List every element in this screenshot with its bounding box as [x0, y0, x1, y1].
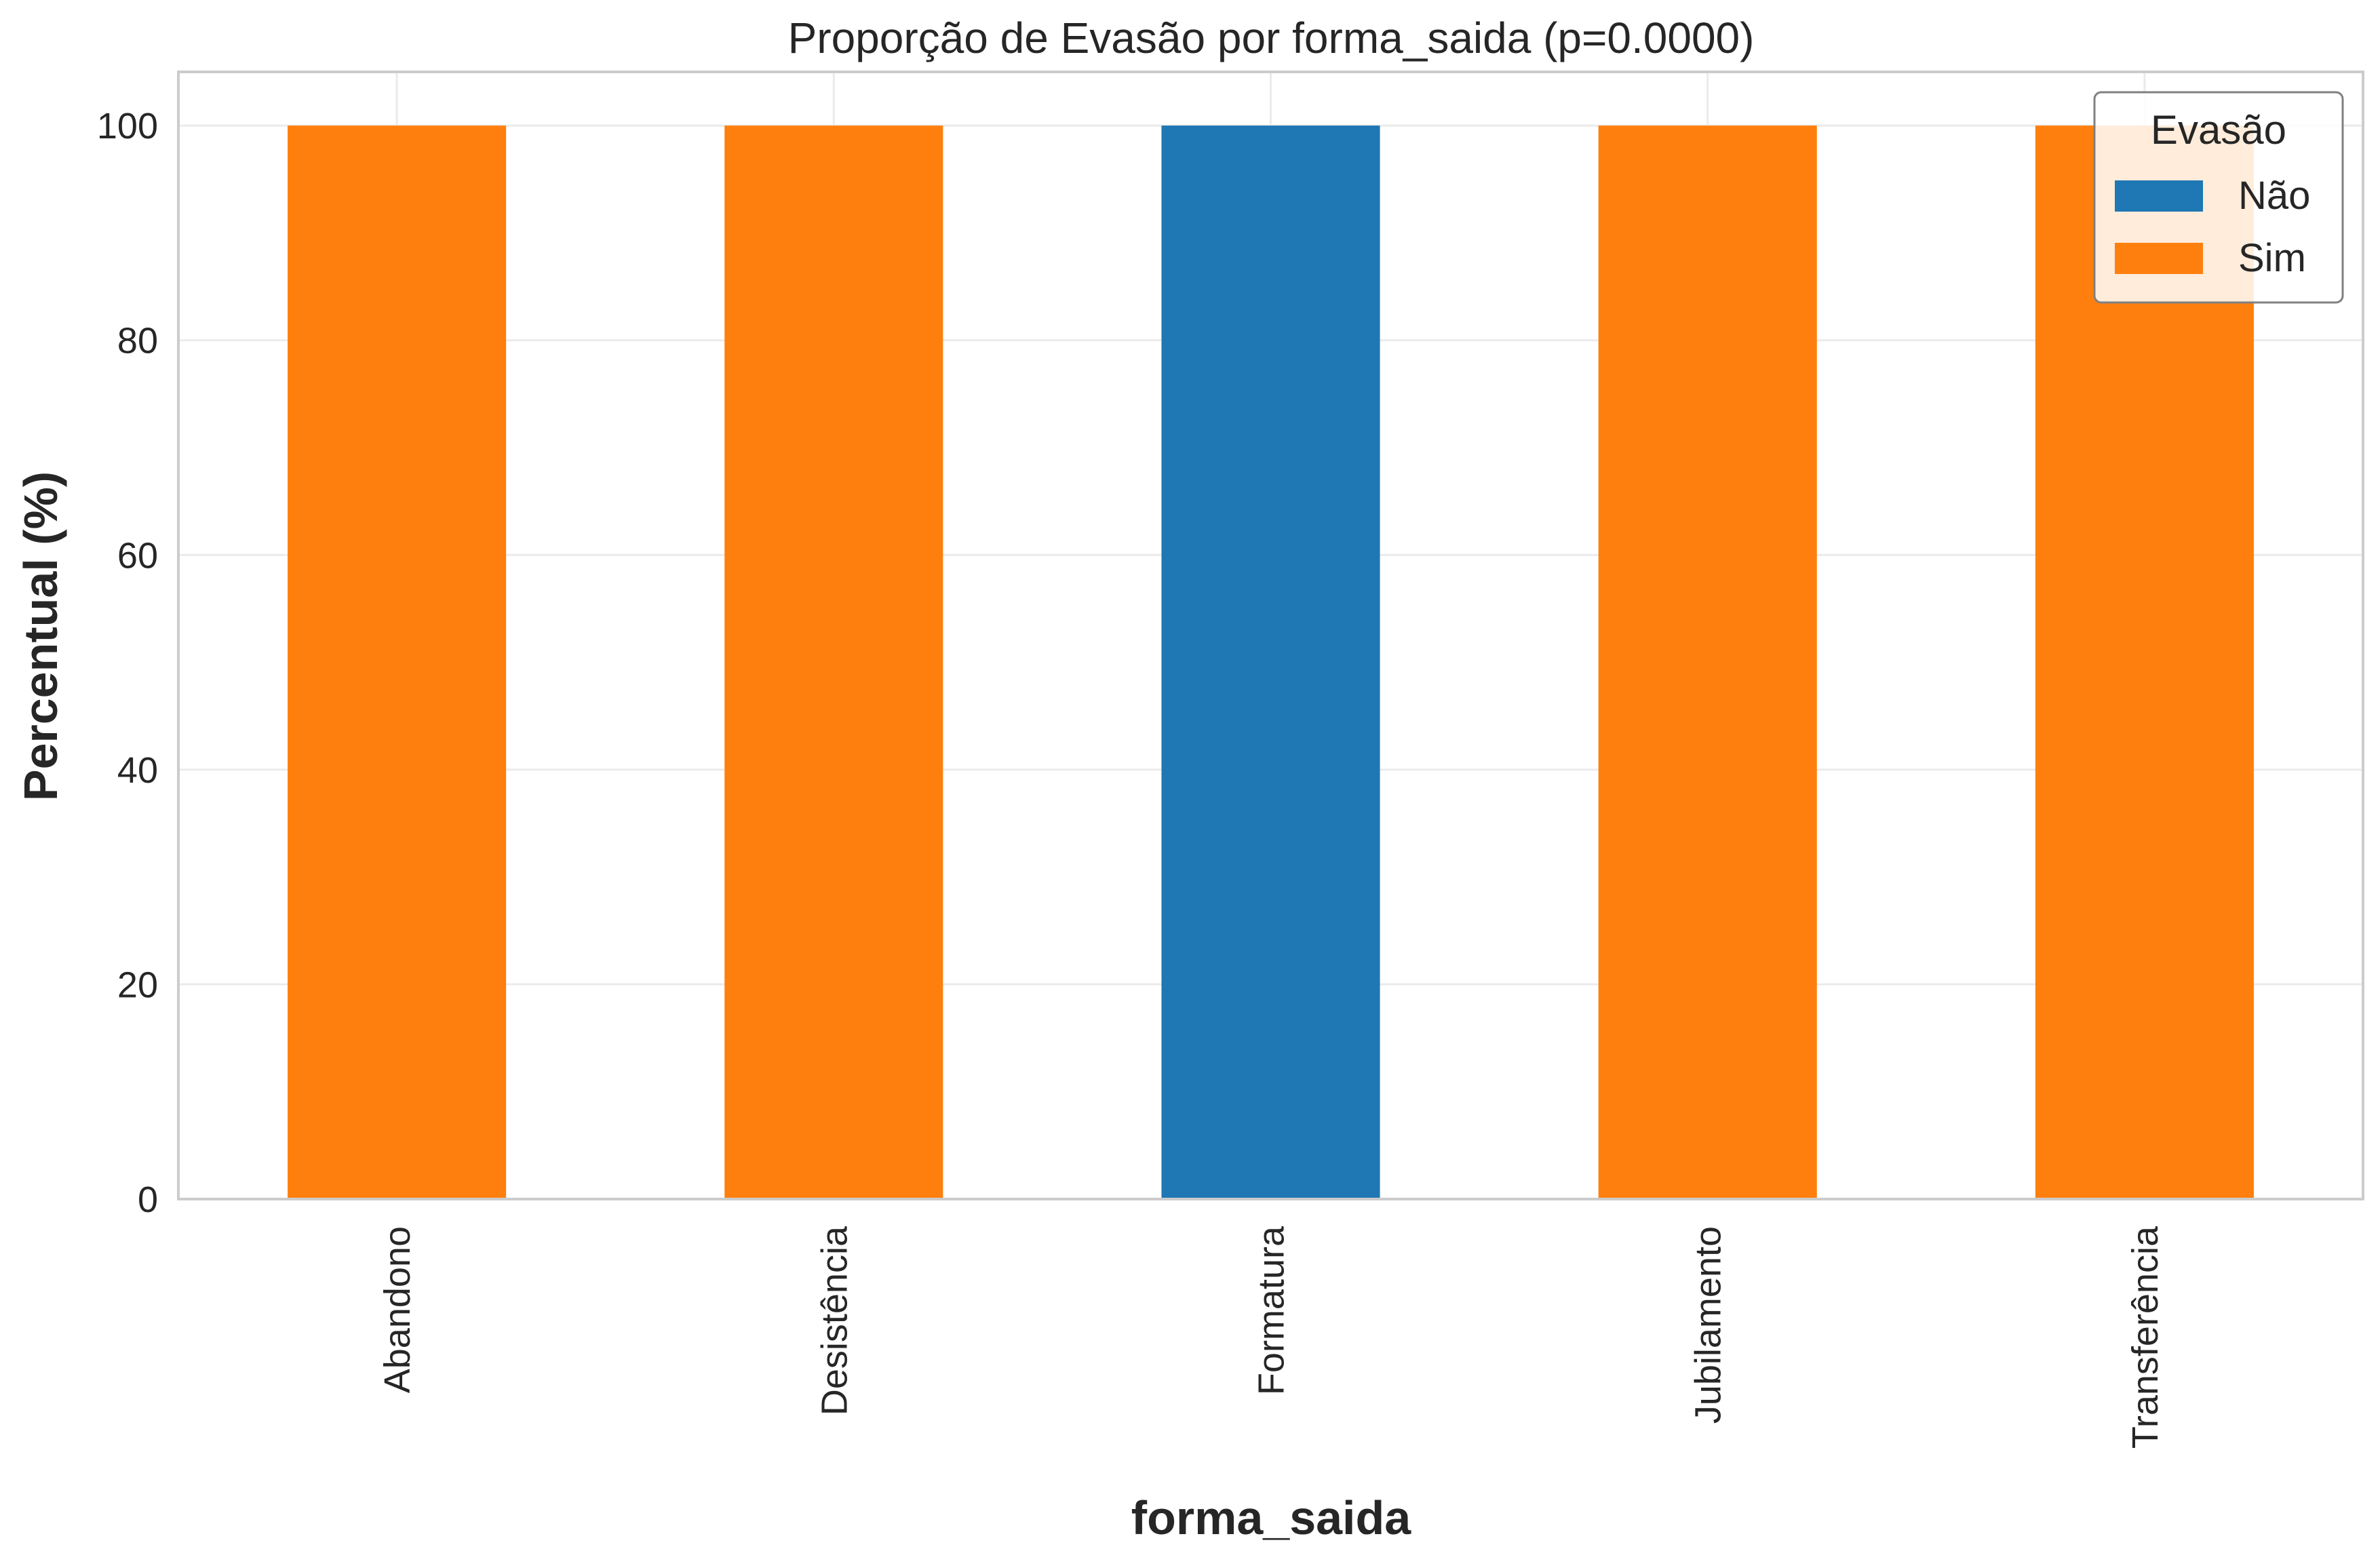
bar-desistência-sim	[724, 125, 943, 1200]
x-tick-label: Abandono	[377, 1226, 418, 1393]
y-axis-label: Percentual (%)	[14, 471, 67, 801]
y-ticks: 0 20 40 60 80 100	[97, 106, 158, 1220]
y-tick-label: 20	[117, 964, 158, 1005]
legend-swatch-não	[2115, 180, 2203, 212]
x-axis-label: forma_saida	[1131, 1491, 1411, 1544]
legend-swatch-sim	[2115, 243, 2203, 274]
y-tick-label: 0	[138, 1179, 158, 1220]
legend: Evasão Não Sim	[2093, 91, 2344, 304]
legend-label: Sim	[2238, 236, 2306, 280]
bar-jubilamento-sim	[1598, 125, 1817, 1200]
x-tick-label: Transferência	[2125, 1226, 2166, 1449]
x-tick-label: Formatura	[1251, 1226, 1292, 1395]
x-tick-label: Desistência	[814, 1226, 855, 1415]
legend-title: Evasão	[2151, 107, 2286, 153]
bar-abandono-sim	[288, 125, 507, 1200]
chart-title: Proporção de Evasão por forma_saida (p=0…	[788, 14, 1755, 62]
y-tick-label: 100	[97, 106, 158, 146]
bar-transferência-sim	[2035, 125, 2254, 1200]
x-ticks: Abandono Desistência Formatura Jubilamento T…	[377, 1226, 2166, 1449]
x-tick-label: Jubilamento	[1688, 1226, 1729, 1424]
bar-formatura-não	[1161, 125, 1380, 1200]
plot-frame	[177, 71, 2364, 1200]
bars	[288, 125, 2254, 1200]
legend-label: Não	[2238, 174, 2310, 218]
y-tick-label: 60	[117, 535, 158, 576]
y-tick-label: 40	[117, 750, 158, 791]
y-tick-label: 80	[117, 321, 158, 361]
